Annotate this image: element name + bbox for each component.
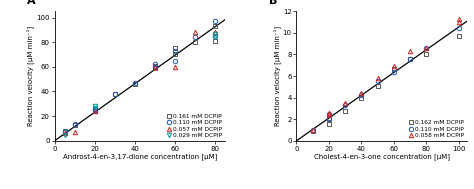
Legend: 0.162 mM DCPIP, 0.110 mM DCPIP, 0.058 mM DCPIP: 0.162 mM DCPIP, 0.110 mM DCPIP, 0.058 mM… [409, 120, 465, 139]
Text: A: A [27, 0, 36, 6]
Y-axis label: Reaction velocity [μM min⁻¹]: Reaction velocity [μM min⁻¹] [27, 26, 34, 126]
Text: B: B [269, 0, 278, 6]
X-axis label: Androst-4-en-3,17-dione concentration [μM]: Androst-4-en-3,17-dione concentration [μ… [63, 154, 217, 160]
X-axis label: Cholest-4-en-3-one concentration [μM]: Cholest-4-en-3-one concentration [μM] [314, 154, 450, 160]
Legend: 0.161 mM DCPIP, 0.110 mM DCPIP, 0.057 mM DCPIP, 0.029 mM DCPIP: 0.161 mM DCPIP, 0.110 mM DCPIP, 0.057 mM… [166, 113, 223, 139]
Y-axis label: Reaction velocity [μM min⁻¹]: Reaction velocity [μM min⁻¹] [273, 26, 281, 126]
